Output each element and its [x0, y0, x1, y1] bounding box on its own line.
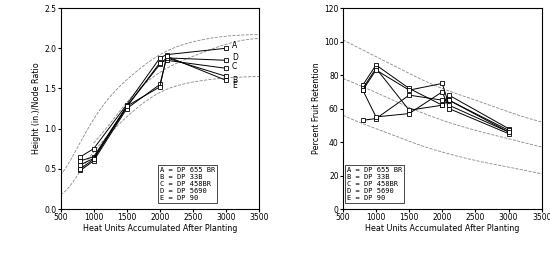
Text: A = DP 655 BR
B = DP 33B
C = DP 458BR
D = DP 5690
E = DP 90: A = DP 655 BR B = DP 33B C = DP 458BR D …	[160, 167, 215, 201]
Text: C: C	[232, 62, 237, 72]
Text: D: D	[232, 53, 238, 62]
Y-axis label: Percent Fruit Retention: Percent Fruit Retention	[312, 63, 321, 154]
Text: A: A	[232, 41, 237, 50]
Text: E: E	[232, 81, 236, 91]
X-axis label: Heat Units Accumulated After Planting: Heat Units Accumulated After Planting	[365, 224, 520, 233]
Y-axis label: Height (in.)/Node Ratio: Height (in.)/Node Ratio	[32, 63, 41, 154]
Text: A = DP 655 BR
B = DP 33B
C = DP 458BR
D = DP 5690
E = DP 90: A = DP 655 BR B = DP 33B C = DP 458BR D …	[347, 167, 402, 201]
X-axis label: Heat Units Accumulated After Planting: Heat Units Accumulated After Planting	[82, 224, 237, 233]
Text: B: B	[232, 76, 237, 85]
